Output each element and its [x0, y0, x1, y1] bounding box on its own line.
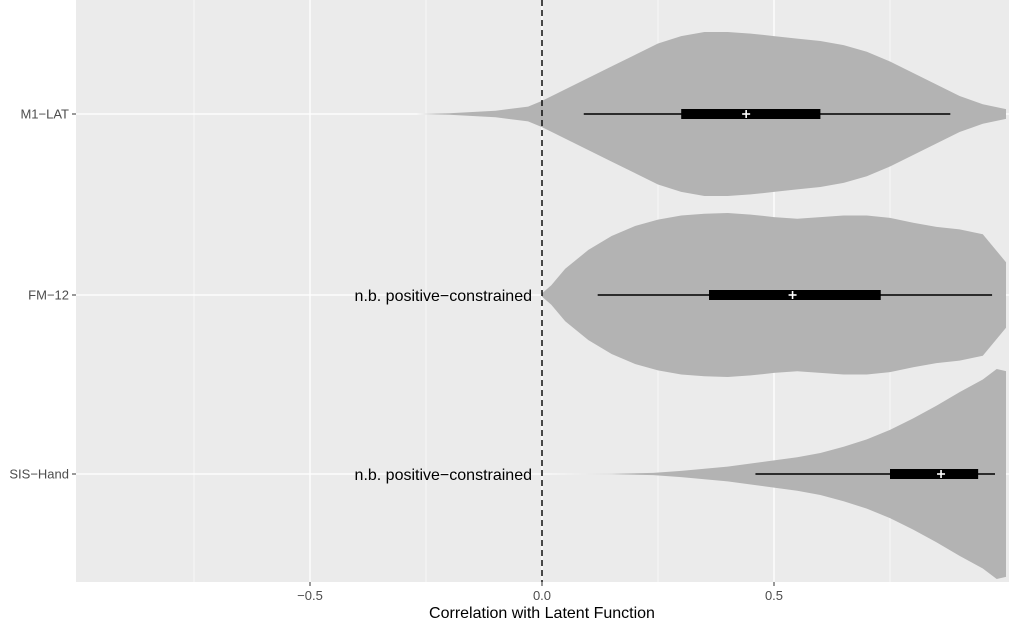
y-tick-label: M1−LAT — [20, 107, 69, 122]
annotation-2: n.b. positive−constrained — [355, 288, 532, 305]
x-tick-label: −0.5 — [297, 588, 323, 603]
y-tick-label: SIS−Hand — [9, 467, 69, 482]
y-axis-ticks: M1−LAT FM−12 SIS−Hand — [9, 107, 76, 482]
iqr-box-3 — [890, 469, 979, 479]
annotation-3: n.b. positive−constrained — [355, 467, 532, 484]
x-tick-label: 0.0 — [533, 588, 551, 603]
x-axis-ticks: −0.5 0.0 0.5 — [297, 582, 783, 603]
x-axis-title: Correlation with Latent Function — [429, 605, 655, 622]
box-summaries — [583, 109, 995, 479]
annotations: n.b. positive−constrained n.b. positive−c… — [355, 288, 532, 484]
x-tick-label: 0.5 — [765, 588, 783, 603]
iqr-box-1 — [681, 109, 821, 119]
y-tick-label: FM−12 — [28, 288, 69, 303]
